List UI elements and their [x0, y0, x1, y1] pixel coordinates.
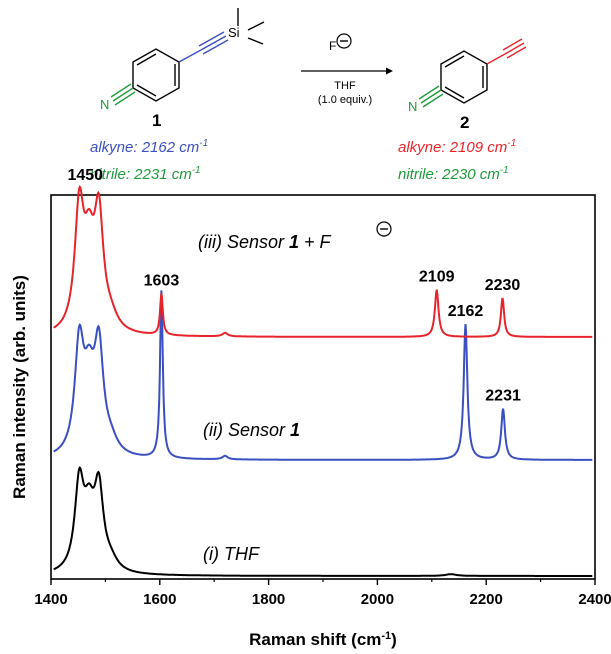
compound-2-number: 2: [460, 113, 469, 132]
x-tick-label: 1800: [252, 591, 285, 608]
trace-label-i: (i) THF: [203, 544, 260, 564]
peak-label-1603: 1603: [144, 272, 180, 289]
x-tick-label: 2000: [361, 591, 394, 608]
compound-2-n-label: N: [408, 99, 417, 114]
compound-2-alkyne-freq: alkyne: 2109 cm-1: [398, 138, 516, 156]
series-group: [53, 184, 593, 577]
compound-1-alkyne-freq: alkyne: 2162 cm-1: [90, 138, 208, 156]
compound-1-structure: [110, 8, 265, 106]
reaction-scheme: N Si 1 F THF (1.0 equiv.) N 2: [90, 8, 527, 183]
reagent-solvent: THF: [334, 80, 356, 92]
compound-1-number: 1: [152, 111, 161, 130]
peak-label-2230: 2230: [485, 277, 521, 294]
reagent-equiv: (1.0 equiv.): [318, 94, 372, 106]
raman-chart: 1400 1600 1800 2000 2200 2400 1450 1603 2109 223…: [10, 167, 611, 649]
compound-1-nitrile-freq: nitrile: 2231 cm-1: [90, 165, 201, 183]
fluoride-circle-minus: [376, 221, 392, 237]
x-axis-label: Raman shift (cm-1): [249, 630, 397, 649]
compound-2-structure: [418, 38, 527, 108]
compound-2-nitrile-freq: nitrile: 2230 cm-1: [398, 165, 509, 183]
x-axis-ticks: 1400 1600 1800 2000 2200 2400: [34, 579, 611, 608]
series-line-3: [53, 184, 593, 338]
compound-1-si-label: Si: [228, 25, 240, 40]
series-line-1: [53, 466, 593, 577]
reagent-fluoride: F: [329, 39, 336, 53]
peak-label-2162: 2162: [448, 303, 484, 320]
y-axis-label: Raman intensity (arb. units): [10, 275, 29, 499]
peak-label-2109: 2109: [419, 269, 455, 286]
trace-label-ii: (ii) Sensor 1: [203, 420, 300, 440]
x-tick-label: 1600: [143, 591, 176, 608]
x-tick-label: 1400: [34, 591, 67, 608]
peak-label-2231: 2231: [485, 388, 521, 405]
peak-label-1450: 1450: [67, 167, 103, 184]
x-tick-label: 2400: [578, 591, 611, 608]
reaction-arrow: F THF (1.0 equiv.): [301, 33, 393, 106]
trace-label-iii: (iii) Sensor 1 + F: [198, 232, 332, 252]
series-line-2: [53, 290, 593, 461]
compound-1-n-label: N: [100, 97, 109, 112]
x-tick-label: 2200: [470, 591, 503, 608]
